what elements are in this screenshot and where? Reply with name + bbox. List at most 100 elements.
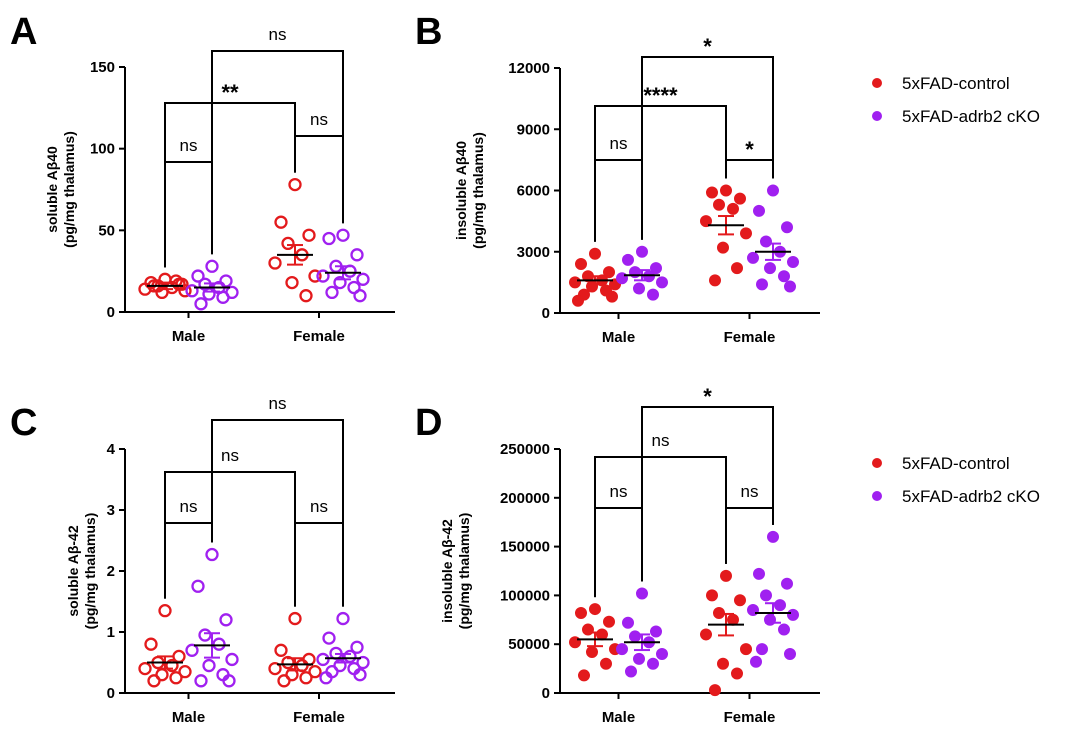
data-point	[165, 658, 179, 673]
data-point	[767, 184, 779, 197]
data-point	[717, 241, 729, 254]
data-point	[760, 235, 772, 248]
data-point	[169, 671, 183, 685]
data-point	[700, 628, 712, 641]
legend-label-control: 5xFAD-control	[902, 74, 1010, 93]
data-point	[225, 652, 239, 667]
y-tick-label: 0	[107, 685, 115, 702]
data-point	[727, 202, 739, 215]
y-axis-title-line2: (pg/mg thalamus)	[470, 132, 486, 249]
legend-marker-cko	[872, 491, 882, 501]
data-point	[589, 247, 601, 260]
panel-letter: C	[10, 402, 37, 444]
data-point	[299, 671, 313, 685]
y-tick-label: 6000	[517, 183, 550, 200]
significance-bracket	[594, 159, 643, 242]
data-point	[333, 275, 347, 290]
data-point	[219, 613, 233, 627]
data-point	[784, 647, 796, 660]
data-point	[764, 262, 776, 275]
significance-bracket	[725, 159, 774, 179]
data-point	[356, 272, 370, 286]
y-tick-label: 0	[542, 305, 550, 322]
x-tick-label: Male	[172, 328, 205, 345]
data-point	[740, 227, 752, 240]
data-point	[322, 631, 336, 645]
y-axis-title: soluble Aβ-42 (pg/mg thalamus)	[65, 513, 98, 630]
significance-bracket	[164, 522, 213, 599]
data-point	[629, 630, 641, 643]
data-point	[322, 231, 336, 246]
data-point	[622, 616, 634, 629]
data-point	[350, 640, 364, 654]
data-point	[274, 643, 288, 657]
data-point	[600, 657, 612, 670]
legend-top: 5xFAD-control 5xFAD-adrb2 cKO	[872, 74, 1040, 126]
legend-bottom: 5xFAD-control 5xFAD-adrb2 cKO	[872, 454, 1040, 506]
legend-label-cko: 5xFAD-adrb2 cKO	[902, 107, 1040, 126]
y-tick-label: 3000	[517, 244, 550, 261]
significance-bracket	[641, 56, 774, 240]
data-point	[316, 269, 330, 283]
data-point	[656, 647, 668, 660]
data-point	[760, 589, 772, 602]
y-axis-title-line1: insoluble Aβ-42	[439, 519, 455, 623]
significance-label: ns	[310, 110, 328, 129]
y-tick-label: 150000	[500, 539, 550, 556]
data-point	[713, 198, 725, 211]
data-point	[202, 658, 216, 673]
data-point	[781, 221, 793, 234]
data-point	[596, 628, 608, 641]
data-point	[572, 294, 584, 307]
data-point	[343, 264, 357, 278]
significance-bracket	[641, 406, 774, 582]
data-point	[589, 603, 601, 616]
data-point	[787, 255, 799, 268]
y-axis-title: soluble Aβ40 (pg/mg thalamus)	[44, 131, 77, 248]
data-point	[727, 613, 739, 626]
data-point	[747, 251, 759, 264]
data-point	[753, 204, 765, 217]
data-point	[569, 276, 581, 289]
data-point	[650, 625, 662, 638]
y-tick-label: 0	[107, 304, 115, 321]
data-point	[147, 674, 161, 688]
significance-label: ns	[652, 431, 670, 450]
y-tick-label: 2	[107, 563, 115, 580]
y-axis-title-line2: (pg/mg thalamus)	[456, 513, 472, 630]
data-point	[575, 258, 587, 270]
data-point	[336, 611, 350, 626]
chart-panel-a: 0 50 100 150 Male Female soluble Aβ40 (pg/mg th…	[44, 25, 395, 345]
significance-label: ns	[269, 394, 287, 413]
data-point	[299, 289, 313, 303]
data-point	[616, 643, 628, 656]
data-point	[636, 587, 648, 600]
y-tick-label: 100000	[500, 587, 550, 604]
data-point	[720, 184, 732, 197]
significance-bracket	[211, 419, 344, 607]
y-axis-title: insoluble Aβ40 (pg/mg thalamus)	[453, 132, 486, 249]
chart-panel-d: 0 50000 100000 150000 200000 250000 Male Female…	[439, 384, 820, 726]
data-point	[784, 280, 796, 293]
significance-bracket	[164, 471, 296, 607]
y-tick-label: 12000	[508, 60, 550, 77]
data-point	[138, 661, 152, 676]
data-point	[212, 637, 226, 651]
data-point	[731, 262, 743, 275]
data-point	[633, 282, 645, 295]
data-point	[575, 606, 587, 619]
data-point	[222, 674, 236, 688]
panel-letter: B	[415, 11, 442, 53]
data-point	[178, 284, 192, 298]
data-point	[285, 275, 299, 290]
y-axis-title-line2: (pg/mg thalamus)	[82, 513, 98, 630]
data-point	[325, 285, 339, 300]
significance-bracket	[594, 105, 727, 242]
data-point	[633, 652, 645, 665]
y-tick-label: 50	[98, 222, 115, 239]
y-tick-label: 250000	[500, 441, 550, 458]
y-tick-label: 200000	[500, 490, 550, 507]
chart-panel-b: 0 3000 6000 9000 12000 Male Female insoluble Aβ…	[453, 34, 820, 346]
data-point	[191, 269, 205, 283]
